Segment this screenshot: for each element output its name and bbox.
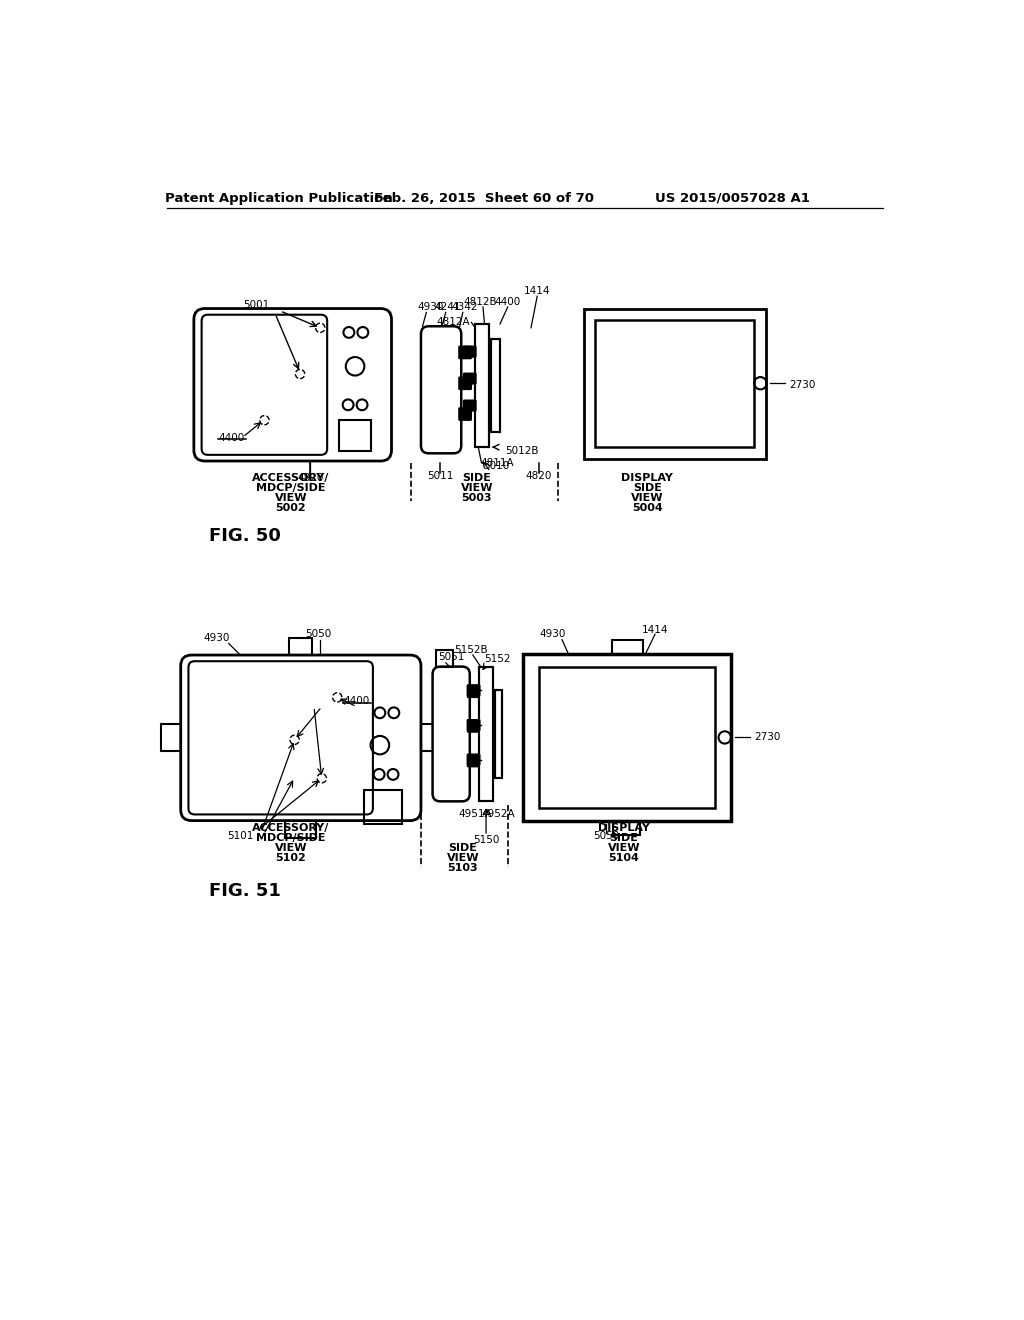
FancyBboxPatch shape xyxy=(180,655,421,821)
Text: 5152: 5152 xyxy=(484,653,511,664)
FancyBboxPatch shape xyxy=(464,346,476,358)
Bar xyxy=(490,339,500,432)
Text: VIEW: VIEW xyxy=(446,853,479,862)
Text: VIEW: VIEW xyxy=(608,843,640,853)
Bar xyxy=(289,638,312,655)
Text: SIDE: SIDE xyxy=(609,833,638,843)
Text: 4400: 4400 xyxy=(495,297,521,308)
FancyBboxPatch shape xyxy=(459,346,471,359)
Text: 5101: 5101 xyxy=(227,832,254,841)
Text: 5010: 5010 xyxy=(483,462,509,471)
Text: 4400: 4400 xyxy=(343,696,370,706)
Text: DISPLAY: DISPLAY xyxy=(622,473,673,483)
Bar xyxy=(584,309,766,459)
FancyBboxPatch shape xyxy=(464,400,476,411)
Bar xyxy=(475,323,489,447)
Text: 5011: 5011 xyxy=(427,471,454,480)
Text: FIG. 51: FIG. 51 xyxy=(209,883,282,900)
Text: 5103: 5103 xyxy=(447,862,478,873)
Bar xyxy=(495,689,503,779)
Text: 4820: 4820 xyxy=(297,473,324,483)
FancyBboxPatch shape xyxy=(194,309,391,461)
Text: 5152B: 5152B xyxy=(455,644,488,655)
Text: 2730: 2730 xyxy=(755,733,780,742)
Text: 4241: 4241 xyxy=(434,302,461,312)
Bar xyxy=(365,789,401,825)
FancyBboxPatch shape xyxy=(188,661,373,814)
Text: US 2015/0057028 A1: US 2015/0057028 A1 xyxy=(655,191,810,205)
FancyBboxPatch shape xyxy=(467,755,480,767)
FancyBboxPatch shape xyxy=(421,326,461,453)
Text: SIDE: SIDE xyxy=(633,483,662,492)
Bar xyxy=(479,667,493,801)
Text: 5003: 5003 xyxy=(462,492,492,503)
Text: 4812B: 4812B xyxy=(464,297,498,308)
Bar xyxy=(490,339,500,432)
Bar xyxy=(595,321,755,447)
Bar xyxy=(475,323,489,447)
Text: MDCP/SIDE: MDCP/SIDE xyxy=(256,833,326,843)
Text: 4812A: 4812A xyxy=(437,317,471,327)
Text: 4811A: 4811A xyxy=(480,458,514,467)
FancyBboxPatch shape xyxy=(202,314,328,455)
Text: 5001: 5001 xyxy=(243,300,269,310)
Text: 1414: 1414 xyxy=(642,624,669,635)
Text: 5012B: 5012B xyxy=(506,446,539,455)
FancyBboxPatch shape xyxy=(467,685,480,696)
Bar xyxy=(435,649,453,667)
Bar xyxy=(479,667,493,801)
Bar xyxy=(613,821,640,836)
FancyBboxPatch shape xyxy=(467,719,480,733)
Text: 5102: 5102 xyxy=(275,853,306,863)
Text: FIG. 50: FIG. 50 xyxy=(209,527,282,545)
Text: SIDE: SIDE xyxy=(449,842,477,853)
Bar xyxy=(611,640,643,653)
Text: 4820: 4820 xyxy=(525,471,552,480)
FancyBboxPatch shape xyxy=(459,408,471,420)
Bar xyxy=(495,689,503,779)
Text: 4952A: 4952A xyxy=(481,809,515,820)
Bar xyxy=(539,668,716,808)
Text: VIEW: VIEW xyxy=(274,843,307,853)
FancyBboxPatch shape xyxy=(459,378,471,389)
Text: MDCP/SIDE: MDCP/SIDE xyxy=(256,483,326,492)
Text: Feb. 26, 2015  Sheet 60 of 70: Feb. 26, 2015 Sheet 60 of 70 xyxy=(375,191,595,205)
Text: 4930: 4930 xyxy=(417,302,443,312)
Text: 4400: 4400 xyxy=(219,433,245,444)
Text: 4930: 4930 xyxy=(204,634,230,643)
FancyBboxPatch shape xyxy=(467,719,480,730)
Text: VIEW: VIEW xyxy=(631,492,664,503)
Text: 5050: 5050 xyxy=(305,630,331,639)
Bar xyxy=(162,723,180,751)
Text: ACCESSORY/: ACCESSORY/ xyxy=(252,473,330,483)
FancyBboxPatch shape xyxy=(467,755,480,766)
Text: 5002: 5002 xyxy=(275,503,306,513)
Text: 5051: 5051 xyxy=(438,652,464,663)
Text: VIEW: VIEW xyxy=(461,483,493,492)
Text: 4951A: 4951A xyxy=(459,809,492,820)
Text: SIDE: SIDE xyxy=(462,473,492,483)
Bar xyxy=(339,420,372,451)
Text: 5050: 5050 xyxy=(593,832,620,841)
Text: 5104: 5104 xyxy=(608,853,639,863)
Bar xyxy=(523,653,731,821)
Text: 5150: 5150 xyxy=(473,834,500,845)
Text: Patent Application Publication: Patent Application Publication xyxy=(165,191,393,205)
Text: 2730: 2730 xyxy=(790,380,815,389)
Bar xyxy=(286,821,316,838)
Text: 4342: 4342 xyxy=(452,302,478,312)
Text: 4930: 4930 xyxy=(540,630,566,639)
Text: DISPLAY: DISPLAY xyxy=(598,824,650,833)
Bar xyxy=(421,723,440,751)
FancyBboxPatch shape xyxy=(432,667,470,801)
Text: 1414: 1414 xyxy=(524,286,551,296)
Text: 5004: 5004 xyxy=(632,503,663,513)
Text: VIEW: VIEW xyxy=(274,492,307,503)
FancyBboxPatch shape xyxy=(467,685,480,697)
Text: ACCESSORY/: ACCESSORY/ xyxy=(252,824,330,833)
FancyBboxPatch shape xyxy=(464,374,476,384)
